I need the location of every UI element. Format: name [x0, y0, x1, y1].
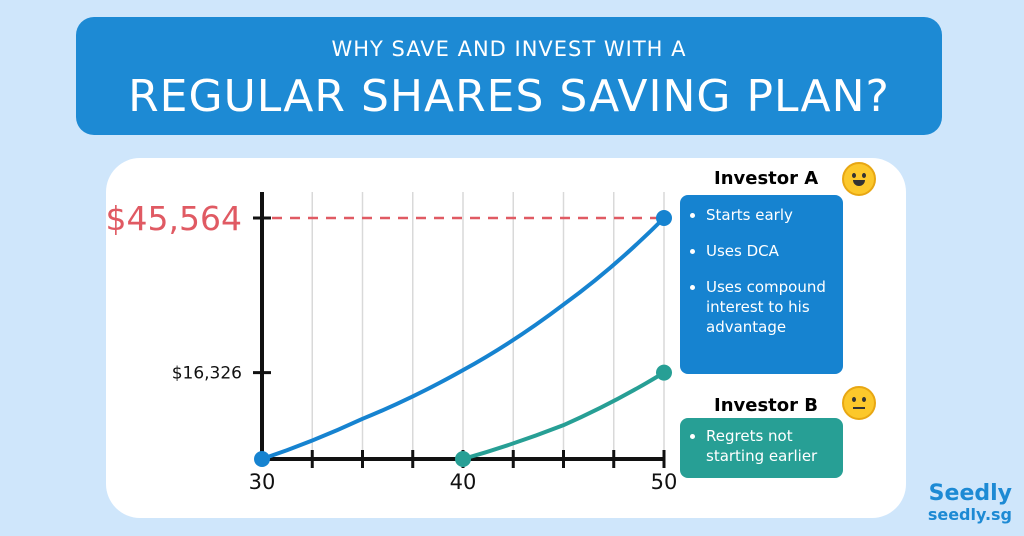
investor-a-bullet: Uses compound interest to his advantage — [706, 277, 833, 337]
investor-a-bullet: Starts early — [706, 205, 833, 225]
banner-subtitle: WHY SAVE AND INVEST WITH A — [331, 37, 687, 61]
x-tick-label: 30 — [249, 470, 276, 494]
y-tick-label: $16,326 — [172, 364, 242, 384]
investor-a-title: Investor A — [714, 168, 819, 189]
data-point — [254, 451, 270, 467]
series-line-investor-a — [260, 216, 666, 461]
investor-a-box: Starts early Uses DCA Uses compound inte… — [680, 195, 843, 374]
series-line-investor-b — [461, 370, 666, 461]
x-tick-label: 40 — [450, 470, 477, 494]
title-banner: WHY SAVE AND INVEST WITH A REGULAR SHARE… — [76, 17, 942, 135]
brand-logo[interactable]: Seedly seedly.sg — [928, 482, 1012, 524]
brand-name: Seedly — [928, 481, 1012, 506]
grinning-face-icon — [842, 162, 876, 196]
investor-b-title: Investor B — [714, 395, 819, 416]
x-tick-label: 50 — [651, 470, 678, 494]
banner-title: REGULAR SHARES SAVING PLAN? — [128, 71, 890, 122]
investor-b-box: Regrets not starting earlier — [680, 418, 843, 478]
investor-b-bullet: Regrets not starting earlier — [706, 426, 833, 466]
brand-url: seedly.sg — [927, 505, 1012, 524]
data-point — [656, 210, 672, 226]
y-tick-label: $45,564 — [106, 199, 242, 238]
neutral-face-icon — [842, 386, 876, 420]
data-point — [656, 364, 672, 381]
data-point — [455, 451, 471, 467]
investor-a-bullet: Uses DCA — [706, 241, 833, 261]
